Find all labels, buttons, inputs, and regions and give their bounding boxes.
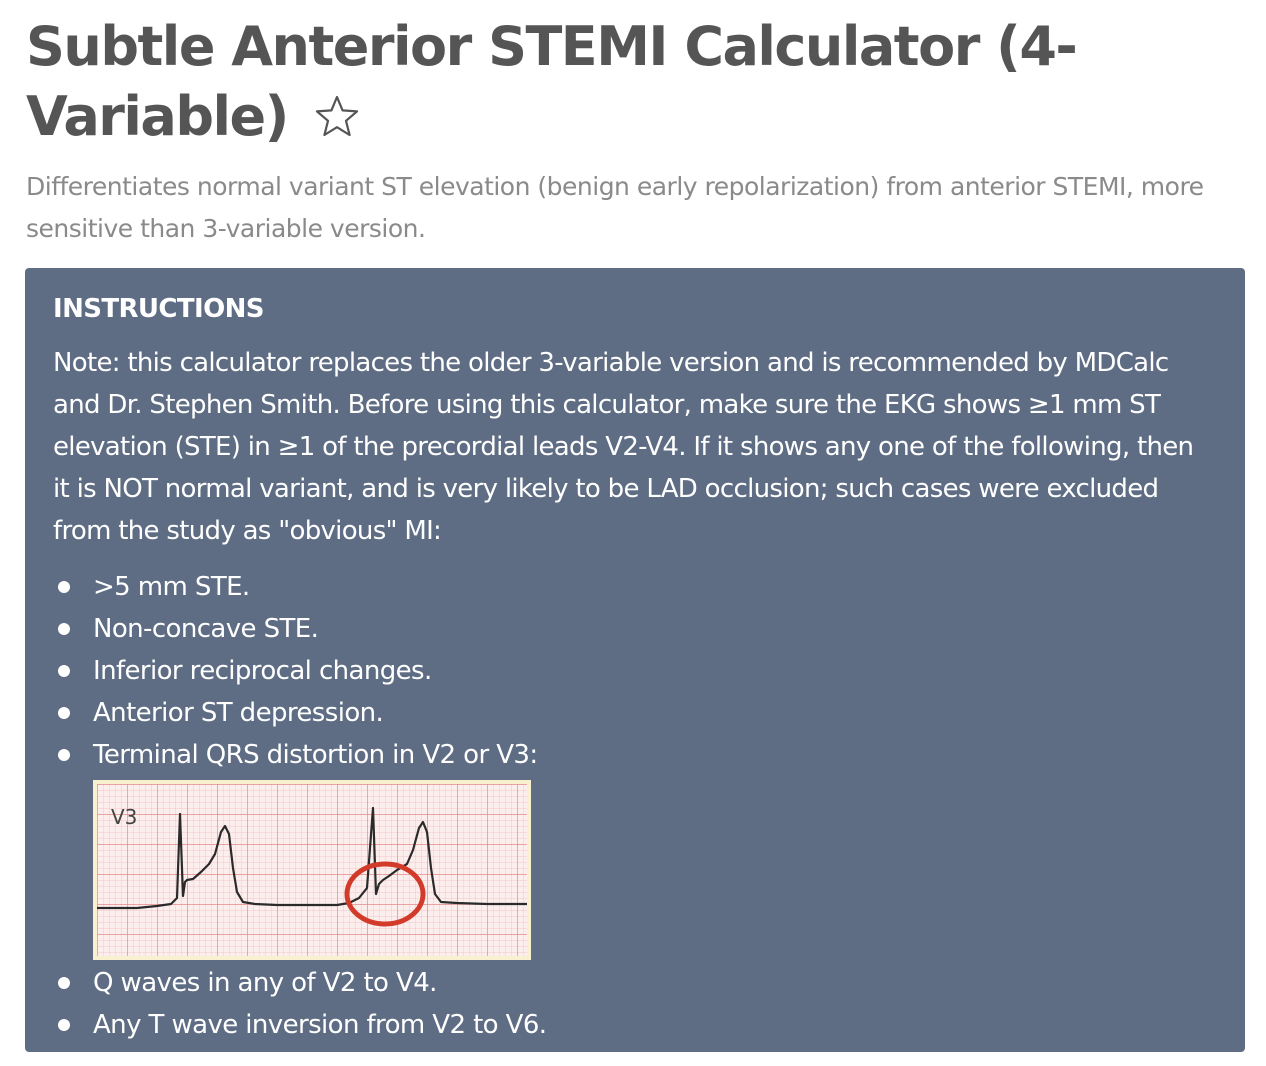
list-item: Inferior reciprocal changes.	[53, 650, 1215, 692]
ekg-trace	[97, 806, 527, 910]
bullet-icon	[58, 749, 70, 761]
bullet-icon	[58, 707, 70, 719]
favorite-star-icon[interactable]	[313, 88, 361, 137]
instructions-note: Note: this calculator replaces the older…	[53, 348, 1194, 546]
list-item: >5 mm STE.	[53, 566, 1215, 608]
list-item-text: Inferior reciprocal changes.	[93, 656, 432, 686]
list-item: Anterior ST depression.	[53, 692, 1215, 734]
bullet-icon	[58, 1019, 70, 1031]
list-item: Q waves in any of V2 to V4.	[53, 962, 1215, 1004]
list-item: Terminal QRS distortion in V2 or V3:	[53, 734, 1215, 776]
ekg-lead-label: V3	[111, 805, 137, 829]
list-item-text: Any T wave inversion from V2 to V6.	[93, 1010, 547, 1040]
calculator-description: Differentiates normal variant ST elevati…	[26, 172, 1204, 243]
exclusion-criteria-list: >5 mm STE. Non-concave STE. Inferior rec…	[53, 566, 1215, 776]
list-item-text: Anterior ST depression.	[93, 698, 384, 728]
bullet-icon	[58, 977, 70, 989]
instructions-heading: INSTRUCTIONS	[53, 294, 265, 324]
instructions-panel: INSTRUCTIONS Note: this calculator repla…	[25, 268, 1245, 1052]
ekg-example-image: V3	[93, 780, 531, 960]
list-item-text: Q waves in any of V2 to V4.	[93, 968, 437, 998]
list-item-text: Non-concave STE.	[93, 614, 319, 644]
qrs-distortion-circle	[344, 861, 426, 927]
bullet-icon	[58, 665, 70, 677]
list-item: Non-concave STE.	[53, 608, 1215, 650]
page-title: Subtle Anterior STEMI Calculator (4-Vari…	[26, 12, 1226, 152]
list-item-text: Terminal QRS distortion in V2 or V3:	[93, 740, 538, 770]
list-item-text: >5 mm STE.	[93, 572, 250, 602]
bullet-icon	[58, 581, 70, 593]
list-item: Any T wave inversion from V2 to V6.	[53, 1004, 1215, 1046]
exclusion-criteria-list-continued: Q waves in any of V2 to V4. Any T wave i…	[53, 962, 1215, 1046]
bullet-icon	[58, 623, 70, 635]
page-title-text: Subtle Anterior STEMI Calculator (4-Vari…	[26, 15, 1078, 148]
